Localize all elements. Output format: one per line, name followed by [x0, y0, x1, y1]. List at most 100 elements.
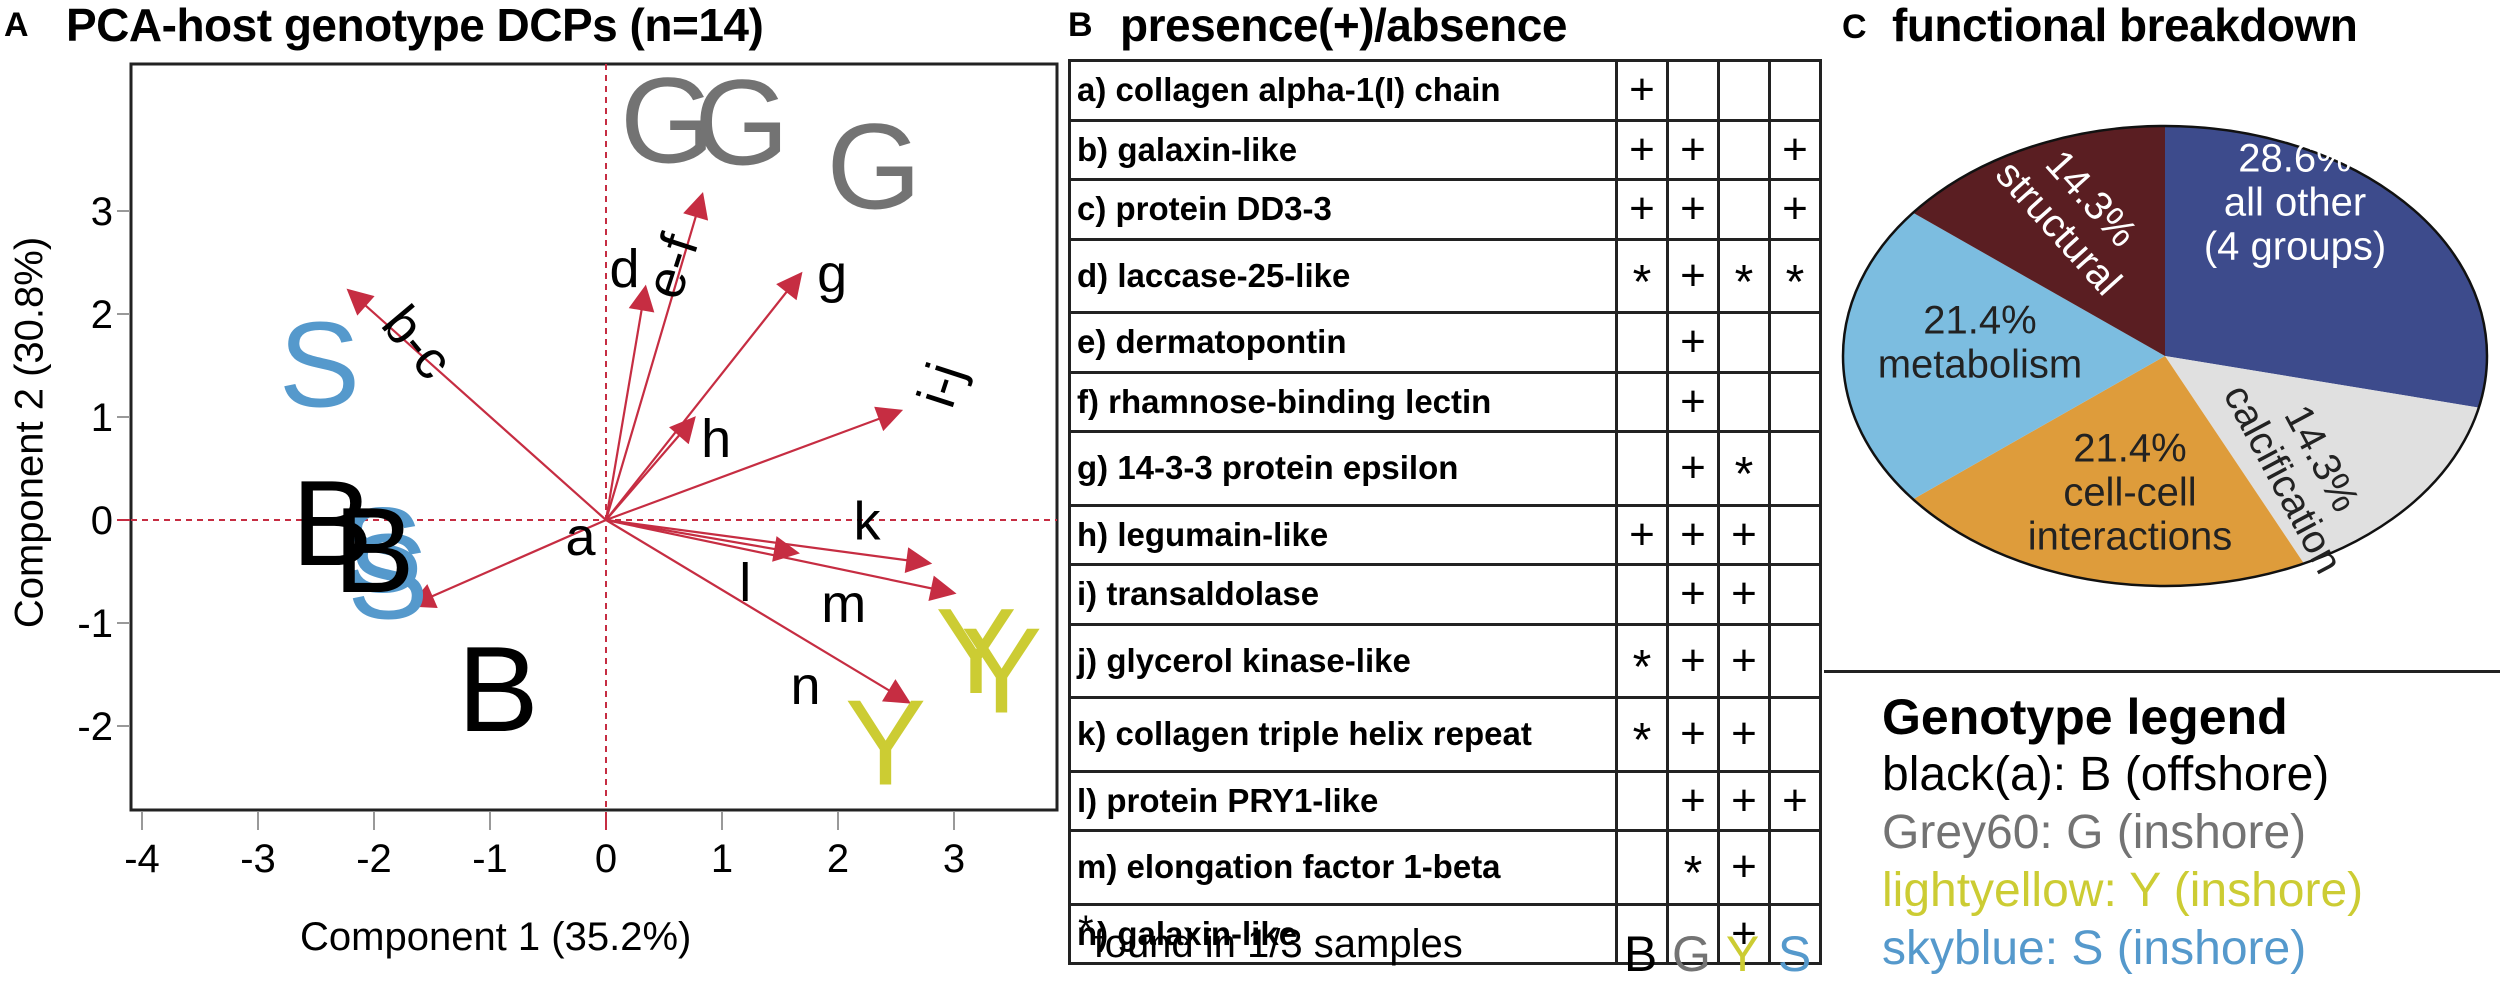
- presence-cell-Y: +: [1717, 769, 1771, 832]
- svg-text:21.4%: 21.4%: [1923, 299, 2036, 343]
- table-row: a) collagen alpha-1(I) chain +: [1068, 59, 1822, 122]
- svg-text:14.3%: 14.3%: [2037, 142, 2146, 256]
- protein-name-cell: g) 14-3-3 protein epsilon: [1068, 430, 1618, 507]
- column-label-B: B: [1623, 926, 1658, 982]
- loading-arrow-b-c: [346, 288, 607, 521]
- legend-divider: [1824, 670, 2500, 673]
- panel-c-letter: C: [1842, 8, 1867, 46]
- protein-name-cell: h) legumain-like: [1068, 503, 1618, 566]
- y-tick-label: -2: [77, 705, 113, 749]
- genotype-point-Y: Y: [845, 674, 926, 810]
- svg-text:14.3%: 14.3%: [2276, 398, 2368, 519]
- table-row: c) protein DD3-3 + + +: [1068, 178, 1822, 241]
- pie-label-metabolism: 21.4%metabolism: [1878, 299, 2083, 387]
- presence-cell-Y: +: [1717, 563, 1771, 626]
- loading-arrow-d: [604, 284, 655, 521]
- y-tick-label: 1: [91, 396, 113, 440]
- pie-slice-all-other: [2165, 126, 2487, 408]
- loading-label-d: d: [610, 239, 640, 299]
- presence-cell-G: +: [1666, 622, 1720, 699]
- presence-cell-S: [1768, 430, 1822, 507]
- presence-cell-S: +: [1768, 769, 1822, 832]
- presence-cell-B: [1615, 563, 1669, 626]
- y-tick-label: 3: [91, 190, 113, 234]
- x-tick-label: 2: [827, 837, 849, 881]
- genotype-point-G: G: [620, 52, 715, 188]
- loading-label-b-c: b-c: [370, 294, 464, 390]
- loading-label-m: m: [821, 574, 866, 634]
- table-row: b) galaxin-like + + +: [1068, 118, 1822, 181]
- presence-cell-Y: [1717, 118, 1771, 181]
- column-label-G: G: [1672, 926, 1711, 982]
- presence-cell-G: +: [1666, 430, 1720, 507]
- protein-name-cell: d) laccase-25-like: [1068, 237, 1618, 314]
- legend-item-S: skyblue: S (inshore): [1882, 922, 2307, 975]
- presence-cell-B: [1615, 829, 1669, 906]
- presence-cell-G: +: [1666, 503, 1720, 566]
- legend-item-B: black(a): B (offshore): [1882, 748, 2330, 801]
- loading-arrow-m: [605, 518, 957, 602]
- presence-cell-Y: +: [1717, 829, 1771, 906]
- loading-arrow-i-j: [605, 406, 904, 522]
- plot-frame: [129, 62, 1059, 812]
- loading-label-a: a: [565, 507, 596, 567]
- table-row: e) dermatopontin +: [1068, 311, 1822, 374]
- svg-text:calcification: calcification: [2215, 378, 2351, 581]
- panel-a-title: PCA-host genotype DCPs (n=14): [66, 0, 764, 51]
- protein-name-cell: j) glycerol kinase-like: [1068, 622, 1618, 699]
- presence-cell-B: +: [1615, 503, 1669, 566]
- presence-cell-B: *: [1615, 622, 1669, 699]
- presence-cell-G: [1666, 59, 1720, 122]
- presence-cell-G: [1666, 902, 1720, 965]
- protein-name-cell: i) transaldolase: [1068, 563, 1618, 626]
- table-row: d) laccase-25-like * + * *: [1068, 237, 1822, 314]
- panel-b-title: presence(+)/absence: [1120, 0, 1567, 51]
- protein-name-cell: e) dermatopontin: [1068, 311, 1618, 374]
- presence-cell-S: [1768, 503, 1822, 566]
- presence-cell-Y: +: [1717, 902, 1771, 965]
- genotype-point-S: S: [279, 296, 360, 432]
- svg-text:structural: structural: [1987, 152, 2130, 304]
- presence-cell-Y: +: [1717, 622, 1771, 699]
- loading-label-g: g: [817, 244, 847, 304]
- table-row: i) transaldolase + +: [1068, 563, 1822, 626]
- loading-arrow-e-f: [604, 192, 709, 521]
- table-footnote: *found in 1/3 samples: [1078, 908, 1463, 967]
- loading-label-k: k: [854, 491, 882, 551]
- protein-name-cell: k) collagen triple helix repeat: [1068, 696, 1618, 773]
- pie-slice-metabolism: [1843, 212, 2165, 500]
- presence-cell-S: [1768, 902, 1822, 965]
- pie-label-calcification: 14.3%calcification: [2215, 378, 2368, 581]
- presence-cell-B: [1615, 430, 1669, 507]
- loading-arrow-k: [605, 518, 933, 574]
- footnote-asterisk: *: [1078, 908, 1094, 952]
- presence-cell-B: [1615, 370, 1669, 433]
- presence-cell-S: *: [1768, 237, 1822, 314]
- presence-cell-S: +: [1768, 178, 1822, 241]
- svg-text:all other: all other: [2224, 181, 2366, 225]
- presence-cell-S: [1768, 563, 1822, 626]
- table-row: h) legumain-like + + +: [1068, 503, 1822, 566]
- genotype-point-G: G: [694, 54, 789, 190]
- footnote-text: found in 1/3 samples: [1093, 922, 1463, 966]
- presence-cell-G: +: [1666, 769, 1720, 832]
- presence-cell-Y: +: [1717, 696, 1771, 773]
- loading-label-n: n: [790, 656, 820, 716]
- pie-slice-calcification: [2165, 356, 2479, 564]
- presence-cell-B: [1615, 902, 1669, 965]
- presence-absence-table: a) collagen alpha-1(I) chain + b) galaxin-…: [1068, 59, 1822, 965]
- presence-cell-G: *: [1666, 829, 1720, 906]
- presence-cell-S: [1768, 59, 1822, 122]
- loading-arrow-a: [408, 518, 607, 608]
- presence-cell-S: [1768, 311, 1822, 374]
- loading-label-i-j: i-j: [906, 356, 976, 414]
- presence-cell-B: [1615, 769, 1669, 832]
- protein-name-cell: l) protein PRY1-like: [1068, 769, 1618, 832]
- loading-arrow-n: [605, 519, 911, 704]
- table-row: k) collagen triple helix repeat * + +: [1068, 696, 1822, 773]
- x-axis-title: Component 1 (35.2%): [300, 915, 692, 959]
- pie-outline: [1841, 124, 2489, 588]
- x-tick-label: -2: [356, 837, 392, 881]
